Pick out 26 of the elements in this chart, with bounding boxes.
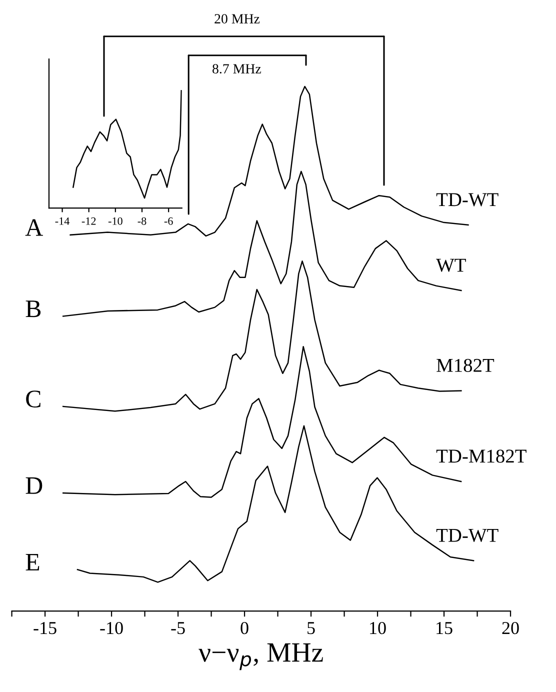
series-label: WT: [436, 258, 466, 272]
x-tick-label: 10: [370, 622, 386, 634]
series-label: TD-WT: [436, 529, 498, 542]
series-label: M182T: [436, 358, 494, 372]
text: 20 MHz: [214, 14, 260, 24]
x-tick-label: -12: [82, 217, 96, 225]
series-label: TD-WT: [436, 193, 498, 206]
x-tick-label: -5: [171, 622, 185, 634]
x-tick-label: 15: [436, 622, 452, 634]
x-axis-title: ν−ν$_{p}$, MHz: [198, 643, 323, 670]
x-tick-label: 5: [308, 622, 315, 634]
annotation: C: [26, 390, 40, 408]
annotation: E: [26, 554, 40, 570]
x-tick-label: -10: [108, 217, 122, 225]
x-tick-label: -14: [55, 217, 70, 225]
x-tick-label: -15: [34, 622, 56, 634]
x-tick-label: 0: [240, 622, 248, 634]
annotation: A: [25, 219, 43, 236]
series-label: TD-M182T: [436, 450, 526, 463]
annotation: D: [26, 477, 42, 494]
text: 8.7 MHz: [212, 64, 261, 74]
x-tick-label: -10: [100, 622, 123, 634]
x-tick-label: -6: [164, 217, 173, 225]
x-tick-label: -8: [138, 217, 146, 225]
annotation: B: [26, 300, 41, 318]
x-tick-label: 20: [502, 622, 519, 634]
